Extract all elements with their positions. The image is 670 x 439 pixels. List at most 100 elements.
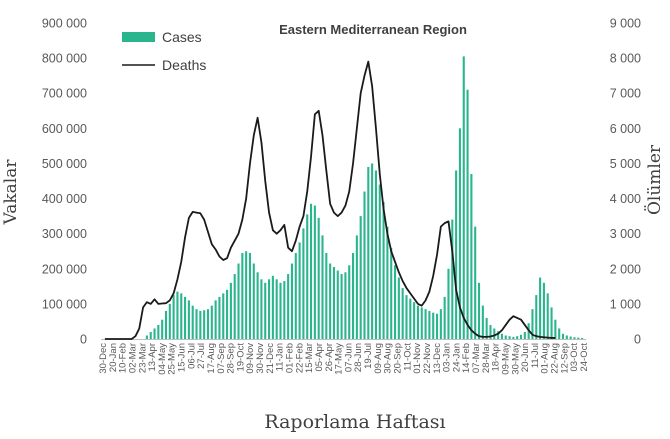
left-axis-tick-label: 200 000 <box>42 262 87 276</box>
cases-bar <box>157 324 160 339</box>
right-axis-tick-label: 1 000 <box>610 297 641 311</box>
x-axis-tick-label: 03-Jan <box>442 343 453 372</box>
cases-bar <box>199 310 202 339</box>
cases-bar <box>218 296 221 339</box>
cases-bar <box>180 293 183 339</box>
cases-bar <box>313 205 316 339</box>
x-axis-tick-label: 11-Jan <box>275 343 286 371</box>
cases-bar <box>451 219 454 339</box>
x-axis-tick-label: 07-Mar <box>471 343 482 373</box>
x-axis-tick-label: 28-Sep <box>226 343 237 374</box>
cases-bar <box>435 313 439 339</box>
right-axis-tick-label: 7 000 <box>610 87 641 101</box>
cases-bar <box>489 324 492 339</box>
x-axis-tick-label: 28-Mar <box>481 343 492 373</box>
cases-bar <box>424 309 427 339</box>
cases-bar <box>172 295 175 339</box>
x-axis-tick-label: 17-Aug <box>206 343 217 374</box>
cases-bars <box>145 56 584 340</box>
cases-bar <box>340 274 343 339</box>
x-axis-tick-label: 09-Aug <box>373 343 384 374</box>
x-axis-tick-label: 02-Mar <box>127 343 138 373</box>
x-axis-tick-label: 23-Mar <box>137 343 148 373</box>
cases-bar <box>523 331 526 339</box>
x-axis-tick-label: 18-Apr <box>491 343 502 372</box>
x-axis-tick-label: 09-Nov <box>245 343 256 374</box>
cases-bar <box>508 336 511 339</box>
cases-bar <box>348 265 351 339</box>
deaths-line <box>104 60 556 340</box>
right-axis-tick-label: 4 000 <box>610 192 641 206</box>
cases-bar <box>519 334 523 339</box>
cases-bar <box>344 272 347 339</box>
x-axis-tick-label: 10-Feb <box>118 343 129 373</box>
x-axis-ticks: 30-Dec20-Jan10-Feb02-Mar23-Mar13-Apr04-M… <box>98 343 590 375</box>
cases-bar <box>516 336 519 339</box>
cases-bar <box>371 163 374 339</box>
cases-bar <box>214 300 217 339</box>
cases-bar <box>252 263 255 339</box>
cases-bar <box>283 281 286 339</box>
cases-bar <box>355 235 358 339</box>
x-axis-tick-label: 20-Jun <box>520 343 531 372</box>
cases-bar <box>271 275 274 339</box>
cases-bar <box>462 56 465 340</box>
x-axis-tick-label: 22-Feb <box>294 343 305 373</box>
x-axis-title: Raporlama Haftası <box>264 411 445 433</box>
x-axis-tick-label: 30-Aug <box>383 343 394 374</box>
x-axis-tick-label: 30-Dec <box>98 343 109 374</box>
cases-bar <box>497 331 500 339</box>
x-axis-tick-label: 15-Jun <box>177 343 188 372</box>
cases-bar <box>237 263 240 339</box>
cases-bar <box>210 305 213 339</box>
cases-bar <box>569 336 572 339</box>
cases-bar <box>550 307 553 339</box>
cases-bar <box>161 319 164 339</box>
cases-bar <box>565 335 568 339</box>
cases-bar <box>535 295 538 339</box>
deaths-line-group <box>104 60 556 340</box>
cases-bar <box>573 337 576 339</box>
cases-bar <box>382 202 385 339</box>
cases-bar <box>390 247 393 339</box>
x-axis-tick-label: 25-May <box>167 343 178 375</box>
cases-bar <box>359 216 362 339</box>
x-axis-tick-label: 19-Oct <box>235 343 246 372</box>
cases-bar <box>458 128 461 339</box>
cases-bar <box>577 337 580 339</box>
x-axis-tick-label: 07-Sep <box>216 343 227 374</box>
x-axis-tick-label: 12-Sep <box>559 343 570 374</box>
cases-bar <box>474 226 477 339</box>
x-axis-tick-label: 26-Apr <box>324 343 335 372</box>
cases-bar <box>149 331 152 339</box>
left-axis-tick-label: 0 <box>80 333 87 347</box>
x-axis-tick-label: 22-Aug <box>550 343 561 374</box>
cases-bar <box>294 252 297 339</box>
left-axis-tick-label: 400 000 <box>42 192 87 206</box>
left-axis-tick-label: 700 000 <box>42 87 87 101</box>
right-axis-tick-label: 6 000 <box>610 122 641 136</box>
x-axis-tick-label: 13-Apr <box>147 343 158 372</box>
x-axis-tick-label: 09-May <box>501 343 512 375</box>
cases-bar <box>317 217 320 339</box>
cases-bar <box>302 228 305 339</box>
cases-bar <box>447 268 450 339</box>
right-axis-tick-label: 0 <box>634 333 641 347</box>
x-axis-tick-label: 01-Aug <box>540 343 551 374</box>
x-axis-tick-label: 15-Mar <box>304 343 315 373</box>
cases-bar <box>466 89 469 340</box>
cases-bar <box>287 274 290 339</box>
x-axis-tick-label: 22-Nov <box>422 343 433 374</box>
x-axis-tick-label: 24-Oct <box>579 343 590 372</box>
cases-bar <box>321 235 324 339</box>
chart-title: Eastern Mediterranean Region <box>279 22 467 37</box>
cases-bar <box>336 270 339 339</box>
cases-bar <box>306 214 309 339</box>
x-axis-tick-label: 05-Apr <box>314 343 325 372</box>
cases-bar <box>164 310 168 339</box>
x-axis-tick-label: 13-Dec <box>432 343 443 374</box>
x-axis-tick-label: 01-Feb <box>285 343 296 373</box>
cases-bar <box>290 263 294 339</box>
cases-bar <box>558 328 561 339</box>
